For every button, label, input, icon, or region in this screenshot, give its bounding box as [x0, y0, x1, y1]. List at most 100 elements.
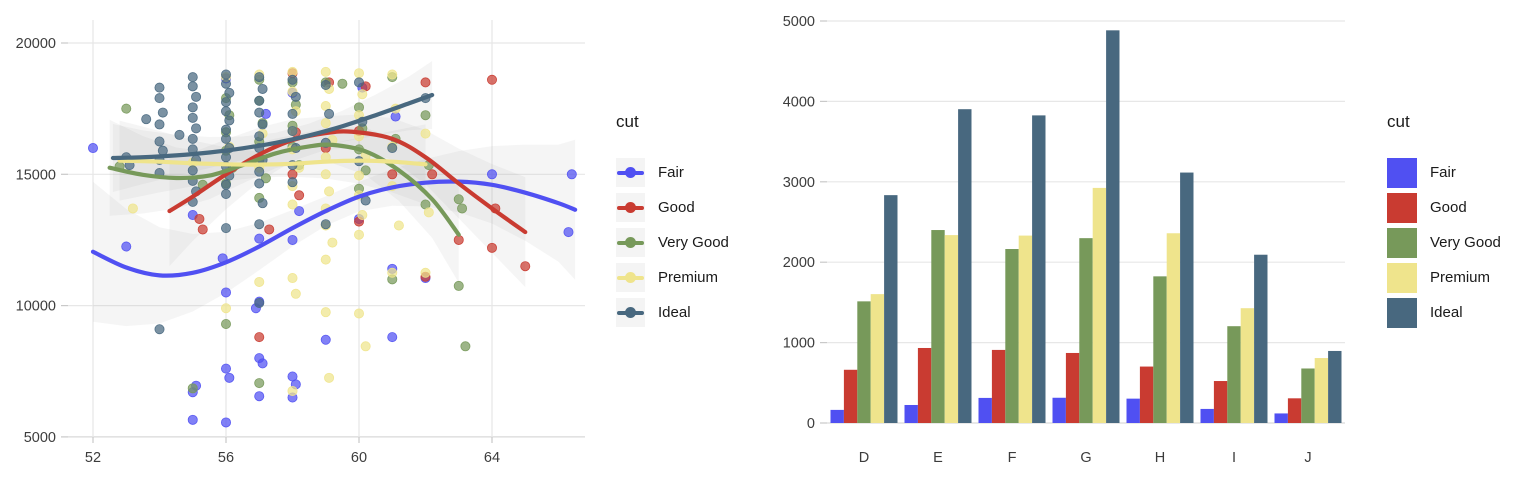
svg-text:0: 0	[807, 416, 815, 432]
bar-J-fair	[1274, 413, 1288, 423]
bar-D-very-good	[857, 301, 871, 423]
bar-group-F	[978, 115, 1046, 424]
color-swatch-icon	[1387, 192, 1417, 223]
legend-item-label: Very Good	[658, 234, 729, 251]
svg-text:56: 56	[218, 450, 234, 466]
bar-E-good	[917, 347, 932, 423]
category-label: E	[933, 450, 943, 466]
plot-area	[88, 60, 578, 428]
legend-item-fair: Fair	[1383, 155, 1501, 190]
bar-J-good	[1287, 398, 1302, 423]
svg-text:4000: 4000	[783, 94, 815, 110]
legend-title: cut	[1387, 112, 1410, 131]
scatter-smooth-chart: 5000 10000 15000 20000 52 56 60 64	[16, 20, 585, 466]
bar-I-good	[1213, 381, 1228, 423]
legend-item-label: Premium	[658, 269, 719, 286]
bar-D-ideal	[884, 195, 898, 423]
bar-group-I	[1200, 254, 1268, 423]
bar-E-very-good	[931, 230, 945, 423]
bar-G-good	[1065, 352, 1080, 423]
legend-item-good: Good	[612, 190, 729, 225]
legend-item-very-good: Very Good	[1383, 225, 1501, 260]
bar-G-ideal	[1106, 30, 1120, 423]
bar-H-good	[1139, 366, 1154, 423]
line-dot-key-icon	[616, 228, 645, 257]
bar-E-premium	[944, 235, 959, 423]
bar-group-E	[904, 109, 972, 424]
legend-item-fair: Fair	[612, 155, 729, 190]
svg-text:2000: 2000	[783, 255, 815, 271]
bar-legend: cut Fair Good Very Good Premium Ideal	[1383, 110, 1501, 330]
bar-group-D	[830, 195, 898, 423]
bar-I-premium	[1240, 308, 1255, 423]
bar-D-good	[843, 369, 858, 423]
bar-D-fair	[830, 409, 844, 423]
category-label: F	[1008, 450, 1017, 466]
bar-F-fair	[978, 397, 992, 423]
svg-text:52: 52	[85, 450, 101, 466]
bar-group-J	[1274, 350, 1342, 423]
legend-item-very-good: Very Good	[612, 225, 729, 260]
bar-E-fair	[904, 404, 918, 423]
legend-item-label: Ideal	[1430, 304, 1463, 321]
category-label: D	[859, 450, 869, 466]
bar-groups	[830, 30, 1342, 424]
bar-G-premium	[1092, 187, 1107, 423]
svg-text:1000: 1000	[783, 336, 815, 352]
bar-G-fair	[1052, 397, 1066, 423]
confidence-band	[93, 139, 576, 327]
category-label: I	[1232, 450, 1236, 466]
bar-F-good	[991, 349, 1006, 423]
smooth-line-fair	[90, 179, 578, 278]
bar-H-premium	[1166, 233, 1181, 423]
smooth-line-ideal	[110, 92, 435, 161]
svg-text:64: 64	[484, 450, 500, 466]
bar-I-very-good	[1227, 326, 1241, 423]
legend-item-ideal: Ideal	[1383, 295, 1501, 330]
bar-group-G	[1052, 30, 1120, 423]
bar-J-very-good	[1301, 368, 1315, 423]
line-dot-key-icon	[616, 298, 645, 327]
legend-item-label: Premium	[1430, 269, 1491, 286]
legend-item-label: Fair	[658, 164, 684, 181]
category-label: H	[1155, 450, 1165, 466]
legend-item-label: Fair	[1430, 164, 1456, 181]
legend-item-label: Good	[1430, 199, 1467, 216]
smooth-line-good	[167, 129, 528, 235]
bar-I-fair	[1200, 408, 1214, 423]
bar-J-premium	[1314, 358, 1329, 423]
bar-I-ideal	[1254, 254, 1268, 423]
legend-item-label: Ideal	[658, 304, 691, 321]
bar-E-ideal	[958, 109, 972, 424]
line-dot-key-icon	[616, 193, 645, 222]
bar-H-ideal	[1180, 172, 1194, 423]
line-dot-key-icon	[616, 158, 645, 187]
svg-text:5000: 5000	[24, 430, 56, 446]
legend-item-premium: Premium	[612, 260, 729, 295]
bar-H-fair	[1126, 398, 1140, 423]
grouped-bar-chart: 0 1000 2000 3000 4000 5000 D E F G H I J	[783, 14, 1345, 466]
svg-text:3000: 3000	[783, 175, 815, 191]
svg-text:10000: 10000	[16, 299, 56, 315]
color-swatch-icon	[1387, 157, 1417, 188]
category-label: G	[1080, 450, 1091, 466]
smooth-line-premium	[117, 158, 428, 167]
svg-text:5000: 5000	[783, 14, 815, 30]
svg-text:60: 60	[351, 450, 367, 466]
bar-F-very-good	[1005, 249, 1019, 423]
line-dot-key-icon	[616, 263, 645, 292]
legend-title: cut	[616, 112, 639, 131]
color-swatch-icon	[1387, 262, 1417, 293]
legend-item-label: Good	[658, 199, 695, 216]
bar-F-ideal	[1032, 115, 1046, 424]
legend-item-ideal: Ideal	[612, 295, 729, 330]
color-swatch-icon	[1387, 227, 1417, 258]
bar-F-premium	[1018, 235, 1033, 423]
legend-item-premium: Premium	[1383, 260, 1501, 295]
color-swatch-icon	[1387, 297, 1417, 328]
bar-G-very-good	[1079, 238, 1093, 423]
category-label: J	[1304, 450, 1311, 466]
legend-item-label: Very Good	[1430, 234, 1501, 251]
svg-text:20000: 20000	[16, 36, 56, 52]
